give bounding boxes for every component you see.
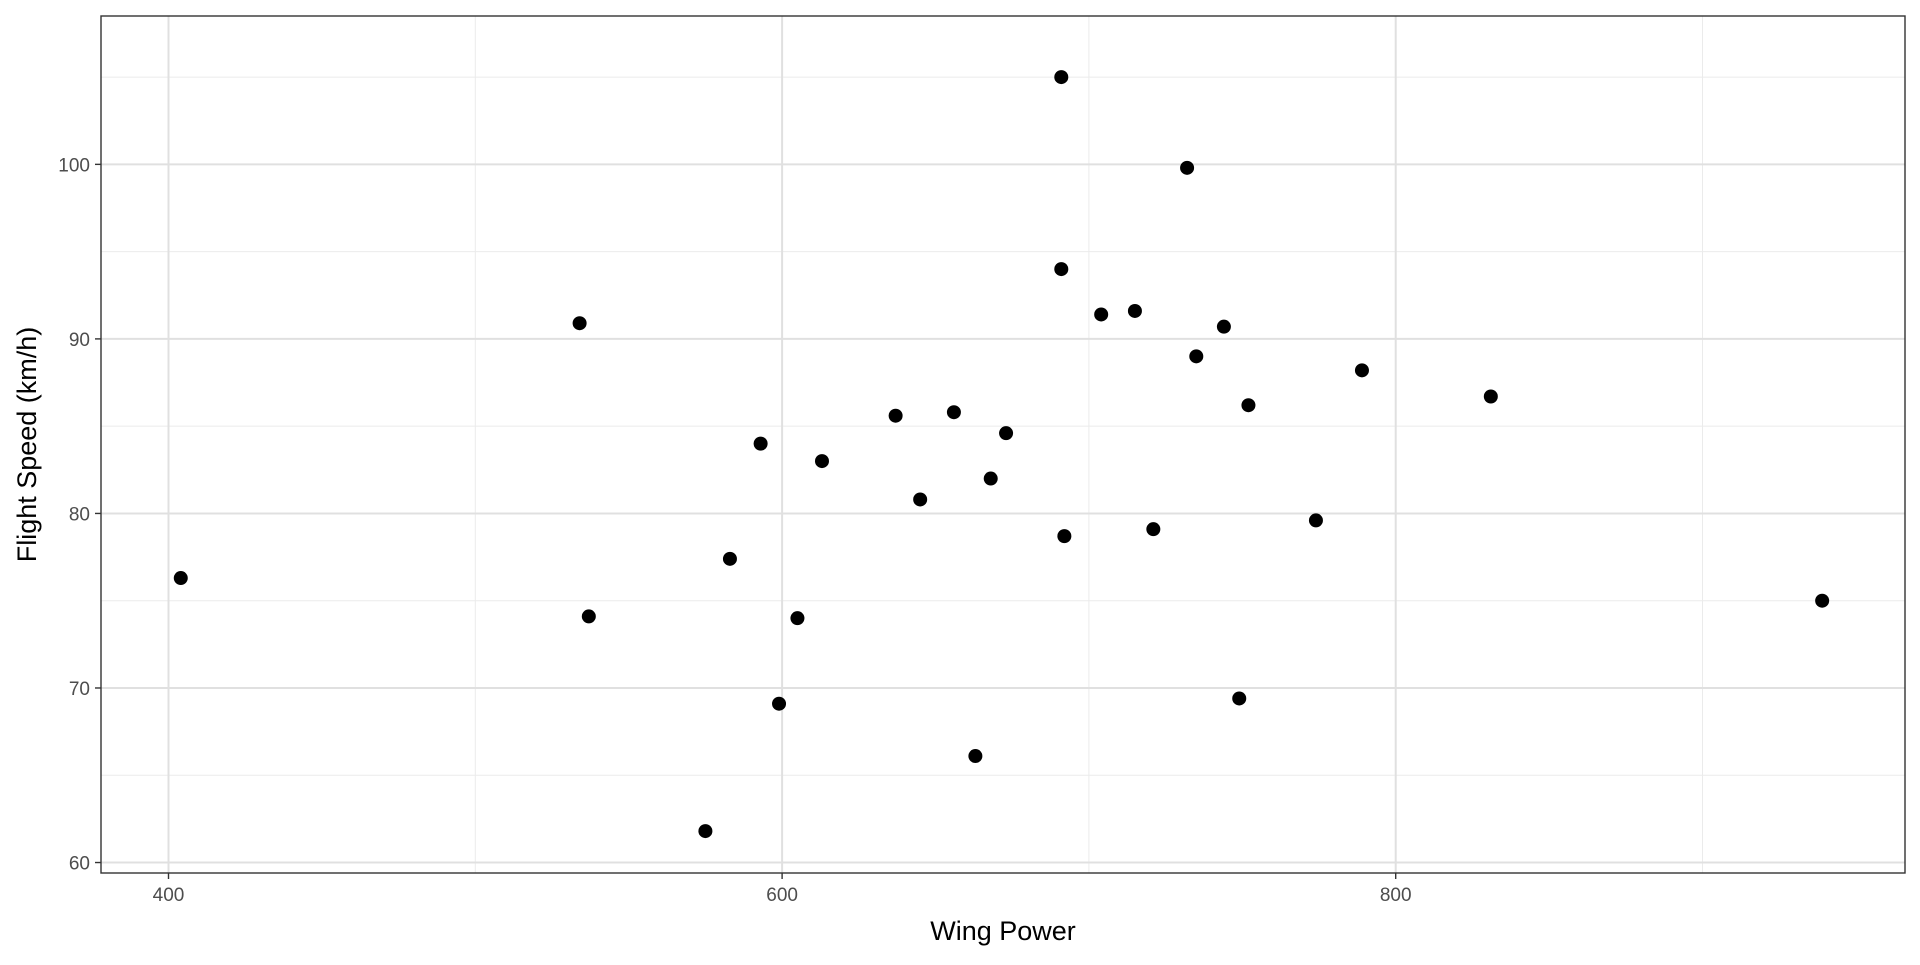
data-point [983, 471, 998, 486]
data-point [1483, 389, 1498, 404]
data-point [999, 426, 1014, 441]
x-tick-label: 400 [153, 885, 185, 906]
y-axis-ticks [95, 163, 101, 864]
data-point [1127, 303, 1142, 318]
data-point [1815, 593, 1830, 608]
data-point [814, 454, 829, 469]
data-point [946, 405, 961, 420]
y-tick-label: 90 [69, 330, 90, 351]
x-axis-tick-labels: 400 600 800 [153, 885, 1412, 906]
plot-panel-border [100, 15, 1906, 874]
minor-gridlines [101, 16, 1905, 873]
data-point [753, 436, 768, 451]
y-tick-label: 80 [69, 504, 90, 525]
major-gridlines [101, 16, 1905, 873]
y-tick-label: 70 [69, 679, 90, 700]
data-points [173, 70, 1830, 839]
y-tick-label: 60 [69, 854, 90, 875]
x-tick-label: 600 [766, 885, 798, 906]
y-axis-tick-labels: 60 70 80 90 100 [58, 155, 90, 874]
data-point [1054, 262, 1069, 277]
data-point [913, 492, 928, 507]
data-point [1054, 70, 1069, 85]
data-point [888, 408, 903, 423]
data-point [173, 571, 188, 586]
x-tick-label: 800 [1380, 885, 1412, 906]
data-point [1216, 319, 1231, 334]
data-point [1241, 398, 1256, 413]
x-axis-title: Wing Power [930, 916, 1076, 946]
data-point [581, 609, 596, 624]
data-point [968, 749, 983, 764]
data-point [1146, 522, 1161, 537]
data-point [1354, 363, 1369, 378]
data-point [790, 611, 805, 626]
data-point [698, 824, 713, 839]
data-point [772, 696, 787, 711]
data-point [1232, 691, 1247, 706]
data-point [572, 316, 587, 331]
y-tick-label: 100 [58, 155, 90, 176]
data-point [1094, 307, 1109, 322]
y-axis-title: Flight Speed (km/h) [12, 327, 42, 563]
data-point [722, 551, 737, 566]
x-axis-ticks [167, 873, 1397, 879]
data-point [1189, 349, 1204, 364]
data-point [1180, 160, 1195, 175]
data-point [1308, 513, 1323, 528]
data-point [1057, 529, 1072, 544]
